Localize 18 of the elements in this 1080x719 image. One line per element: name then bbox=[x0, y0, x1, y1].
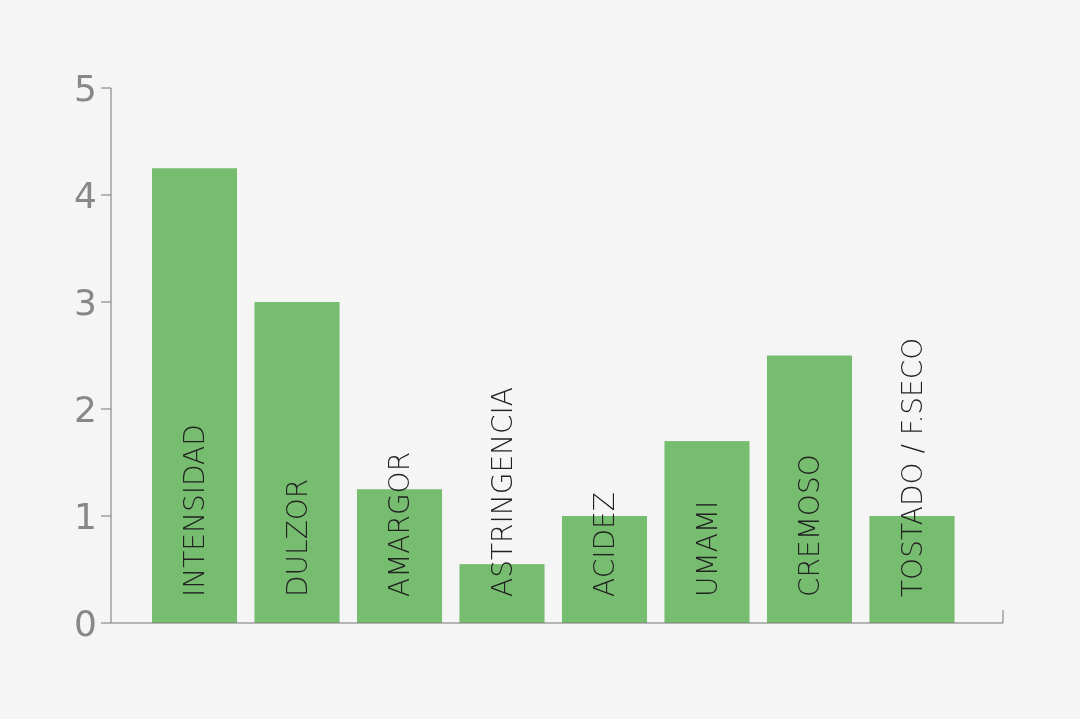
y-tick-label: 3 bbox=[74, 281, 97, 323]
x-tick-label: UMAMI bbox=[690, 500, 724, 597]
x-tick-label: ACIDEZ bbox=[588, 492, 621, 597]
x-tick-label: ASTRINGENCIA bbox=[485, 387, 519, 597]
y-tick-label: 2 bbox=[74, 388, 97, 430]
bar bbox=[254, 302, 340, 623]
x-tick-label: INTENSIDAD bbox=[178, 424, 211, 597]
y-tick-label: 0 bbox=[74, 602, 97, 644]
bar bbox=[664, 441, 750, 623]
bar bbox=[151, 168, 238, 623]
x-tick-label: AMARGOR bbox=[383, 451, 416, 597]
x-tick-label: DULZOR bbox=[280, 478, 314, 597]
x-tick-label: CREMOSO bbox=[793, 454, 826, 597]
x-tick-label: TOSTADO / F.SECO bbox=[895, 337, 929, 597]
y-tick-label: 5 bbox=[74, 67, 97, 109]
y-tick-label: 4 bbox=[74, 174, 97, 216]
y-tick-label: 1 bbox=[74, 495, 97, 537]
bar bbox=[766, 355, 853, 623]
